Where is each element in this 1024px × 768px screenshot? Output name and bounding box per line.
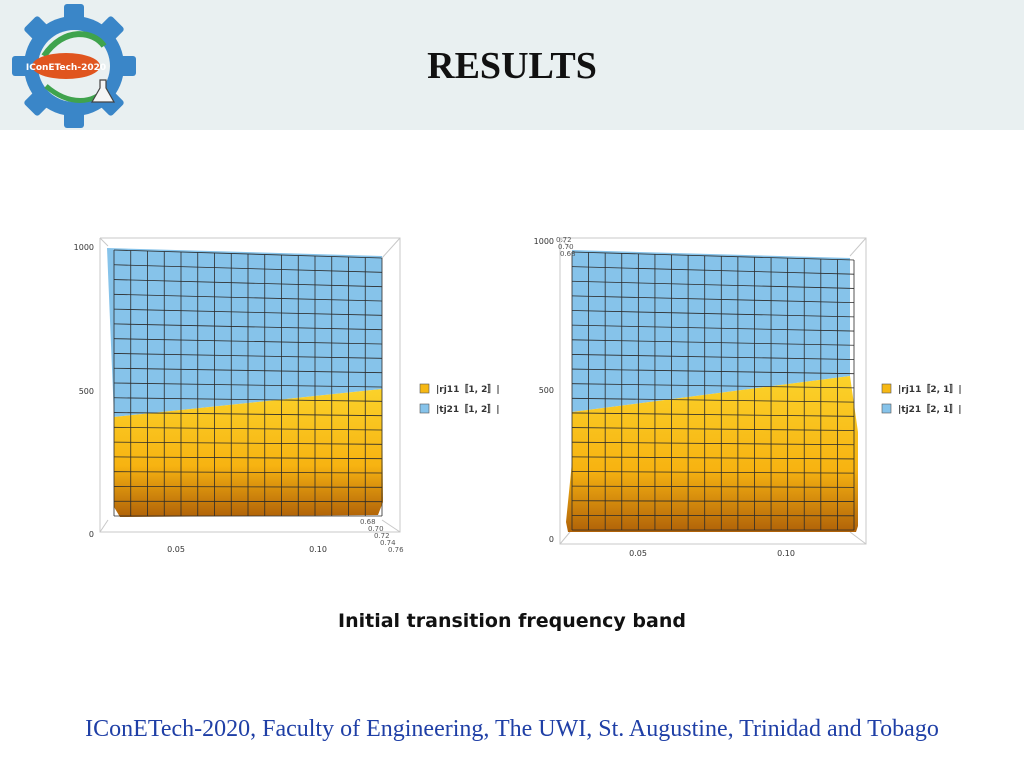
logo-banner: IConETech-2020 xyxy=(26,53,106,79)
depth-tick: 0.74 xyxy=(380,539,396,547)
mesh-line xyxy=(571,266,855,275)
legend-swatch-blue xyxy=(881,403,892,414)
mesh-line xyxy=(113,293,383,302)
mesh-line xyxy=(571,441,855,446)
y-tick-500: 500 xyxy=(539,386,554,395)
logo-text: IConETech-2020 xyxy=(26,63,106,73)
mesh-line xyxy=(571,456,855,460)
depth-tick: 0.72 xyxy=(374,532,390,540)
slide-title: RESULTS xyxy=(427,45,597,87)
mesh-line xyxy=(113,264,383,273)
mesh-line xyxy=(113,323,383,331)
mesh-line xyxy=(571,310,855,318)
mesh-line xyxy=(113,338,383,345)
surface-plot-right: 1000 0.72 0.70 0.68 500 0 0.05 0.10 |rj1… xyxy=(534,236,962,558)
mesh-line xyxy=(571,427,855,431)
mesh-line xyxy=(571,324,855,332)
x-tick-010: 0.10 xyxy=(309,545,327,554)
tj21-surface-left xyxy=(107,248,382,417)
mesh-line xyxy=(571,354,855,360)
mesh-line xyxy=(113,382,383,388)
y-tick-500: 500 xyxy=(79,387,94,396)
y-tick-1000: 1000 xyxy=(74,243,94,252)
tj21-surface-right xyxy=(572,250,850,412)
x-tick-005: 0.05 xyxy=(167,545,185,554)
mesh-line xyxy=(571,471,855,474)
depth-tick: 0.70 xyxy=(368,525,384,533)
depth-tick: 0.68 xyxy=(560,250,576,258)
slide-footer: IConETech-2020, Faculty of Engineering, … xyxy=(85,716,939,742)
mesh-line xyxy=(113,279,383,288)
legend-right: |rj11〚2, 1〛| |tj21〚2, 1〛| xyxy=(881,383,962,415)
surface-grid-right xyxy=(571,251,855,531)
surface-grid-left xyxy=(113,249,383,517)
legend-label: |rj11〚2, 1〛| xyxy=(898,383,962,395)
mesh-line xyxy=(113,249,383,259)
mesh-line xyxy=(113,397,383,402)
legend-swatch-blue xyxy=(419,403,430,414)
mesh-line xyxy=(571,485,855,488)
mesh-line xyxy=(571,280,855,289)
depth-tick: 0.68 xyxy=(360,518,376,526)
legend-label: |rj11〚1, 2〛| xyxy=(436,383,500,395)
y-tick-0: 0 xyxy=(89,530,94,539)
mesh-line xyxy=(113,308,383,316)
legend-swatch-orange xyxy=(419,383,430,394)
mesh-line xyxy=(571,295,855,304)
mesh-line xyxy=(571,339,855,346)
depth-tick: 0.70 xyxy=(558,243,574,251)
mesh-line xyxy=(571,383,855,389)
legend-left: |rj11〚1, 2〛| |tj21〚1, 2〛| xyxy=(419,383,500,415)
mesh-line xyxy=(571,412,855,417)
mesh-line xyxy=(113,426,383,431)
conference-logo: IConETech-2020 xyxy=(12,4,136,128)
mesh-line xyxy=(113,486,383,488)
legend-label: |tj21〚2, 1〛| xyxy=(898,403,962,415)
y-tick-0: 0 xyxy=(549,535,554,544)
legend-swatch-orange xyxy=(881,383,892,394)
depth-tick: 0.76 xyxy=(388,546,404,554)
surface-plot-left: 1000 500 0 0.05 0.10 0.68 0.70 0.72 0.74… xyxy=(74,237,500,554)
mesh-line xyxy=(571,397,855,403)
mesh-line xyxy=(113,441,383,445)
legend-label: |tj21〚1, 2〛| xyxy=(436,403,500,415)
mesh-line xyxy=(113,471,383,474)
mesh-line xyxy=(113,367,383,374)
mesh-line xyxy=(571,368,855,375)
figure-caption: Initial transition frequency band xyxy=(338,610,686,632)
mesh-line xyxy=(113,456,383,460)
mesh-line xyxy=(113,412,383,417)
flask-icon xyxy=(90,79,116,103)
slide-header: IConETech-2020 RESULTS xyxy=(0,0,1024,130)
depth-tick: 0.72 xyxy=(556,236,572,244)
rj11-surface-right xyxy=(566,376,858,532)
mesh-line xyxy=(571,251,855,261)
x-tick-005: 0.05 xyxy=(629,549,647,558)
mesh-line xyxy=(571,500,855,502)
x-tick-010: 0.10 xyxy=(777,549,795,558)
y-tick-1000: 1000 xyxy=(534,237,554,246)
mesh-line xyxy=(113,353,383,359)
